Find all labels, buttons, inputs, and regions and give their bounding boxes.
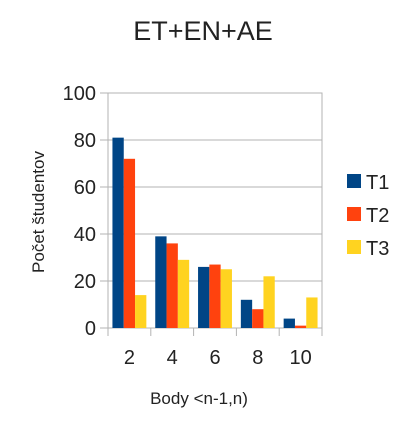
legend-label-t3: T3 bbox=[366, 238, 389, 260]
chart-title: ET+EN+AE bbox=[133, 16, 273, 46]
legend-swatch-t2 bbox=[347, 207, 361, 221]
y-tick-label: 0 bbox=[85, 318, 96, 340]
legend-label-t1: T1 bbox=[366, 172, 389, 194]
bar-t1-2 bbox=[112, 137, 124, 328]
plot-area: 0 20 40 60 80 100 2 4 6 8 10 bbox=[63, 83, 323, 369]
y-tick-label: 40 bbox=[74, 224, 96, 246]
y-tick-label: 100 bbox=[63, 83, 96, 105]
bar-t2-6 bbox=[209, 264, 221, 328]
x-tick-label: 10 bbox=[289, 347, 311, 369]
bar-t3-10 bbox=[306, 297, 318, 328]
bar-t2-10 bbox=[294, 325, 307, 328]
bar-t2-8 bbox=[252, 309, 264, 328]
x-tick-label: 2 bbox=[124, 347, 135, 369]
bar-t3-4 bbox=[177, 259, 190, 328]
y-tick-label: 80 bbox=[74, 130, 96, 152]
legend-swatch-t1 bbox=[347, 174, 361, 188]
bar-t3-2 bbox=[135, 295, 147, 328]
bar-t3-8 bbox=[263, 276, 275, 328]
bar-t1-10 bbox=[283, 318, 295, 328]
x-tick-label: 6 bbox=[209, 347, 220, 369]
legend-swatch-t3 bbox=[347, 240, 361, 254]
bar-t1-8 bbox=[240, 299, 253, 328]
legend-label-t2: T2 bbox=[366, 205, 389, 227]
x-axis-label: Body <n-1,n) bbox=[150, 389, 248, 408]
bar-t1-4 bbox=[155, 236, 167, 328]
legend: T1 T2 T3 bbox=[347, 172, 389, 260]
x-tick-label: 4 bbox=[167, 347, 178, 369]
bar-t2-4 bbox=[166, 243, 178, 328]
y-axis-label: Počet študentov bbox=[29, 151, 48, 273]
bar-t2-2 bbox=[123, 158, 136, 328]
bar-t1-6 bbox=[198, 266, 210, 328]
y-tick-label: 60 bbox=[74, 177, 96, 199]
x-tick-label: 8 bbox=[252, 347, 263, 369]
y-tick-label: 20 bbox=[74, 271, 96, 293]
bar-t3-6 bbox=[220, 269, 232, 328]
